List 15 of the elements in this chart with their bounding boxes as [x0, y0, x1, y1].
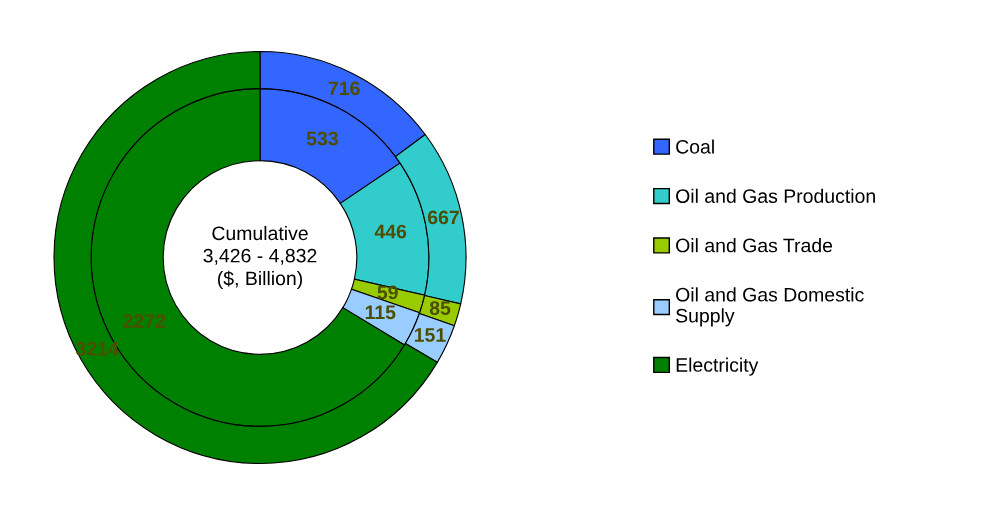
legend-label: Oil and Gas Trade [676, 238, 833, 253]
legend-label: Oil and Gas Production [676, 188, 875, 204]
legend-label: Oil and Gas Domestic Supply [676, 287, 864, 327]
legend-label: Electricity [676, 357, 759, 376]
data-label: 151 [414, 328, 446, 342]
data-label: 59 [377, 285, 398, 300]
text: Cumulative 3,426 - 4,832 ($, Billion) [203, 225, 317, 290]
data-label: 85 [429, 301, 451, 315]
data-label: 2272 [123, 314, 166, 328]
data-label: 667 [427, 210, 459, 225]
data-label: 533 [306, 131, 338, 146]
data-label: 716 [328, 81, 360, 96]
data-label: 446 [374, 224, 407, 239]
legend-label: Coal [676, 139, 714, 154]
data-label: 115 [365, 305, 396, 320]
